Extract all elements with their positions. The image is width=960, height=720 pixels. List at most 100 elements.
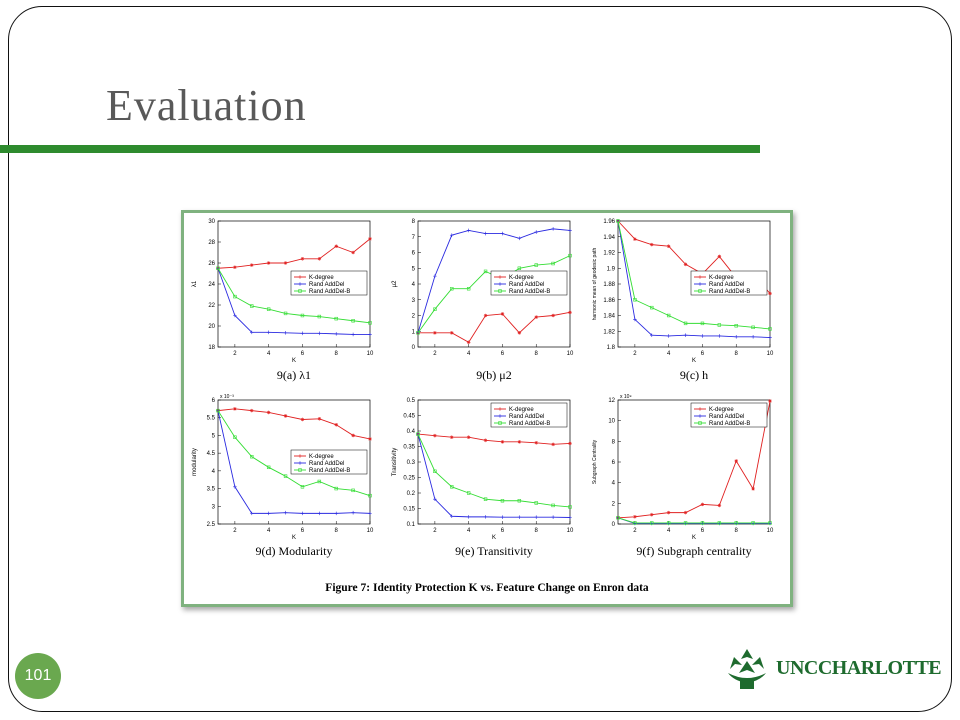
x-tick-label: 10 <box>567 351 574 357</box>
panel-caption: 9(b) μ2 <box>476 368 511 382</box>
data-point <box>500 312 505 316</box>
data-point <box>734 324 738 328</box>
legend-label: Rand AddDel <box>309 282 344 288</box>
data-point <box>368 437 372 441</box>
series-line-3 <box>617 517 770 524</box>
figure-caption: Figure 7: Identity Protection K vs. Feat… <box>325 582 649 594</box>
data-point <box>466 491 471 495</box>
y-tick-label: 4 <box>412 282 416 288</box>
legend-label: Rand AddDel <box>709 414 744 420</box>
data-point <box>768 399 772 403</box>
data-point <box>351 433 355 438</box>
data-point <box>351 510 355 515</box>
y-tick-label: 12 <box>608 398 615 404</box>
data-point <box>734 459 739 463</box>
data-point <box>416 331 420 335</box>
legend-marker <box>698 275 702 279</box>
x-tick-label: 4 <box>667 351 671 357</box>
y-tick-label: 22 <box>208 303 215 309</box>
series-line-3 <box>217 410 371 497</box>
data-point <box>568 310 572 315</box>
data-point <box>334 244 339 248</box>
legend-marker <box>498 282 502 286</box>
data-point <box>450 287 454 291</box>
y-tick-label: 18 <box>208 345 215 351</box>
x-axis-label: K <box>292 535 296 541</box>
data-point <box>551 261 555 266</box>
y-tick-label: 1.88 <box>603 282 615 288</box>
data-point <box>433 433 437 438</box>
series-line-2 <box>217 410 371 514</box>
data-point <box>483 231 488 236</box>
y-tick-label: 5 <box>212 433 216 439</box>
data-point <box>317 511 322 516</box>
y-tick-label: 8 <box>612 439 616 445</box>
data-point <box>551 227 555 231</box>
x-tick-label: 2 <box>633 528 637 534</box>
legend-marker <box>698 282 702 286</box>
data-point <box>466 228 471 233</box>
x-tick-label: 2 <box>433 528 437 534</box>
y-tick-label: 1.8 <box>607 345 616 351</box>
panel-caption: 9(a) λ1 <box>277 368 311 382</box>
data-point <box>517 266 522 270</box>
data-point <box>250 454 254 459</box>
data-point <box>351 319 355 323</box>
x-tick-label: 10 <box>367 351 374 357</box>
x-tick-label: 4 <box>667 528 671 534</box>
x-tick-label: 2 <box>233 528 237 534</box>
panel-caption: 9(d) Modularity <box>256 544 333 558</box>
legend-marker <box>498 407 502 411</box>
data-point <box>283 414 288 418</box>
y-tick-label: 1.82 <box>603 329 615 335</box>
y-tick-label: 0 <box>612 522 616 528</box>
y-axis-label: Transitivity <box>392 448 398 476</box>
y-tick-label: 6 <box>412 251 416 257</box>
data-point <box>334 486 338 491</box>
y-tick-label: 4.5 <box>207 451 216 457</box>
series-line-3 <box>417 433 571 508</box>
data-point <box>633 237 637 241</box>
series-line-2 <box>617 220 771 338</box>
data-point <box>433 274 437 278</box>
data-point <box>616 516 620 520</box>
legend-marker <box>698 289 702 293</box>
data-point <box>449 331 454 335</box>
y-axis-label: λ1 <box>192 280 198 287</box>
data-point <box>249 408 254 413</box>
y-tick-label: 1.92 <box>603 251 615 257</box>
data-point <box>751 487 755 491</box>
data-point <box>650 521 654 525</box>
data-point <box>317 314 322 319</box>
y-tick-label: 3 <box>412 298 416 304</box>
data-point <box>650 305 654 310</box>
data-point <box>500 515 505 519</box>
data-point <box>283 331 288 335</box>
data-point <box>534 315 539 319</box>
data-point <box>300 257 305 261</box>
data-point <box>433 307 437 311</box>
data-point <box>449 233 454 237</box>
data-point <box>233 485 237 489</box>
data-point <box>534 440 539 445</box>
y-tick-label: 6 <box>612 460 616 466</box>
x-tick-label: 10 <box>567 528 574 534</box>
y-tick-label: 0.15 <box>403 507 415 513</box>
data-point <box>517 331 522 335</box>
legend-label: K-degree <box>309 275 334 281</box>
data-point <box>683 510 688 515</box>
data-point <box>433 497 437 501</box>
data-point <box>266 410 271 415</box>
data-point <box>551 313 555 318</box>
data-point <box>283 474 288 478</box>
y-tick-label: 7 <box>412 235 416 241</box>
data-point <box>551 442 555 447</box>
data-point <box>666 244 671 248</box>
data-point <box>649 242 654 247</box>
y-tick-label: 1.84 <box>603 314 615 320</box>
data-point <box>233 294 237 299</box>
legend-label: Rand AddDel-B <box>509 289 550 295</box>
